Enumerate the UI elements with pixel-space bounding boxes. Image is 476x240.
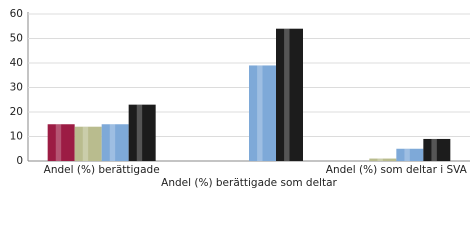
bar-shine [404,148,410,161]
bar [74,126,102,161]
bar-shine [109,124,116,161]
y-tick-label: 50 [10,33,23,45]
bar-shine [82,126,89,161]
bar [396,148,424,161]
bar-shine [377,158,383,161]
y-tick-label: 0 [16,155,23,167]
y-tick-label: 30 [10,82,23,94]
bar-shine [284,28,290,162]
y-tick-label: 20 [10,106,23,118]
x-tick-label: Andel (%) berättigade [44,164,160,176]
x-tick-label: Andel (%) som deltar i SVA [326,164,468,176]
bar [249,65,276,161]
bar-shine [55,124,62,161]
bar [276,28,303,162]
bar [369,158,397,161]
y-tick-label: 10 [10,131,23,143]
x-tick-label: Andel (%) berättigade som deltar [161,177,337,189]
y-tick-label: 40 [10,57,23,69]
bar-shine [136,104,143,161]
bar [423,138,451,161]
bar-shine [431,138,437,161]
y-tick-label: 60 [10,8,23,20]
bar-shine [257,65,263,161]
bar [101,124,129,161]
bar [128,104,156,161]
bar [47,124,75,161]
